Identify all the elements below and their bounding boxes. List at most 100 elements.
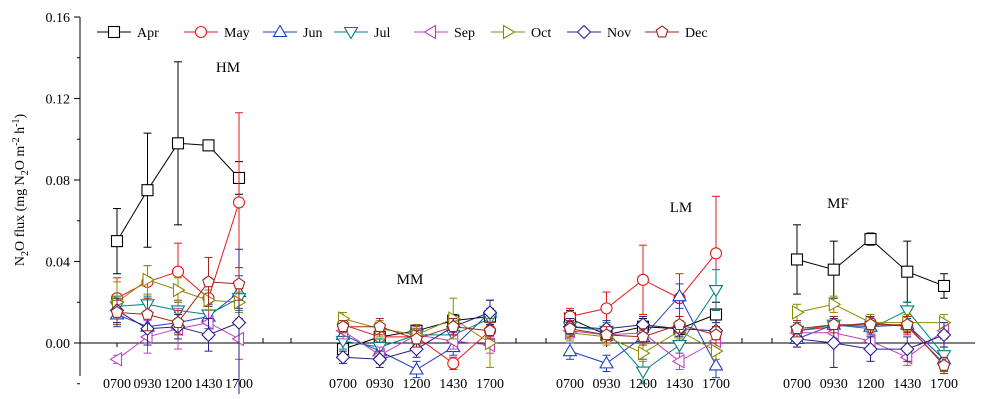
x-tick-label: 0930 xyxy=(593,377,621,392)
legend-label: May xyxy=(224,26,250,41)
data-point xyxy=(790,322,804,335)
data-point xyxy=(171,315,185,329)
x-tick-label: 1430 xyxy=(666,377,694,392)
series-line xyxy=(796,238,945,287)
data-point xyxy=(899,341,915,357)
legend-label: Oct xyxy=(531,26,551,41)
panel-lm: LM xyxy=(562,195,724,385)
legend-item-nov: Nov xyxy=(567,24,631,41)
x-tick-label: 1430 xyxy=(195,377,223,392)
data-point xyxy=(171,137,185,150)
series-dec xyxy=(790,316,951,375)
data-point xyxy=(201,327,216,343)
y-tick-label: 0.00 xyxy=(46,337,71,352)
data-point xyxy=(863,341,878,357)
x-tick-label: 0700 xyxy=(103,377,131,392)
data-point xyxy=(709,328,723,341)
data-point xyxy=(671,353,685,369)
data-point xyxy=(672,339,687,353)
data-point xyxy=(373,320,387,333)
panel-label: MM xyxy=(397,272,424,288)
panel-hm: HM xyxy=(109,60,247,397)
data-point xyxy=(901,265,914,278)
data-point xyxy=(372,352,388,367)
data-point xyxy=(708,284,724,298)
data-point xyxy=(827,318,841,331)
legend-marker xyxy=(655,25,669,38)
data-point xyxy=(141,184,154,197)
data-point xyxy=(142,272,156,288)
x-tick-label: 1700 xyxy=(702,377,730,392)
legend-label: Jun xyxy=(303,26,322,41)
data-point xyxy=(409,341,424,357)
series-layer: HM MM LM MF xyxy=(109,60,952,397)
data-point xyxy=(828,296,842,312)
data-point xyxy=(709,247,723,260)
legend: Apr May Jun Jul Sep Oct Nov Dec xyxy=(97,24,708,41)
x-tick-label: 1200 xyxy=(629,377,657,392)
data-point xyxy=(791,304,805,320)
data-point xyxy=(202,275,215,288)
data-point xyxy=(635,366,651,380)
x-tick-label: 0930 xyxy=(366,377,394,392)
legend-marker xyxy=(343,26,359,40)
data-point xyxy=(600,302,613,315)
legend-item-dec: Dec xyxy=(645,25,708,41)
data-point xyxy=(637,345,651,361)
legend-item-apr: Apr xyxy=(97,25,159,41)
x-tick-label: 1430 xyxy=(893,377,921,392)
data-point xyxy=(335,349,351,365)
data-point xyxy=(636,330,650,343)
data-point xyxy=(484,335,498,351)
data-point xyxy=(937,358,951,371)
series-apr xyxy=(790,224,951,303)
data-point xyxy=(672,288,687,302)
series-nov xyxy=(335,299,498,368)
series-apr xyxy=(110,61,246,275)
data-point xyxy=(562,343,578,357)
x-tick-label: 0930 xyxy=(134,377,162,392)
legend-marker xyxy=(576,24,592,40)
data-point xyxy=(141,307,154,320)
legend-item-jul: Jul xyxy=(334,26,390,41)
x-tick-label: 1700 xyxy=(930,377,958,392)
data-point xyxy=(827,263,840,276)
data-point xyxy=(232,277,246,290)
data-point xyxy=(789,331,805,347)
series-oct xyxy=(111,265,247,324)
legend-item-may: May xyxy=(184,25,250,41)
x-tick-label: 0930 xyxy=(820,377,848,392)
data-point xyxy=(233,294,247,310)
data-point xyxy=(445,333,459,349)
legend-marker xyxy=(107,25,121,39)
data-point xyxy=(673,318,686,331)
data-point xyxy=(937,279,951,293)
data-point xyxy=(936,350,952,363)
x-tick-label: 1200 xyxy=(164,377,192,392)
data-point xyxy=(708,357,724,371)
data-point xyxy=(599,355,614,369)
panel-label: MF xyxy=(827,196,849,212)
data-point xyxy=(231,331,245,347)
x-tick-label: 0700 xyxy=(329,377,357,392)
x-tick-label: 1200 xyxy=(403,377,431,392)
panel-mf: MF xyxy=(789,196,952,375)
data-point xyxy=(563,322,577,335)
legend-label: Jul xyxy=(374,26,390,41)
data-point xyxy=(864,318,877,331)
data-point xyxy=(447,357,460,370)
x-tick-label: 1430 xyxy=(439,377,467,392)
series-dec xyxy=(563,316,723,346)
legend-label: Nov xyxy=(607,26,631,41)
series-may xyxy=(563,195,723,326)
y-tick-label: 0.08 xyxy=(46,174,71,189)
series-dec xyxy=(336,318,497,348)
legend-marker xyxy=(194,25,208,39)
data-point xyxy=(110,235,124,248)
data-point xyxy=(446,320,460,333)
panel-mm: MM xyxy=(335,272,498,379)
series-nov xyxy=(789,318,952,368)
data-point xyxy=(200,315,214,331)
series-dec xyxy=(110,256,246,336)
panel-label: HM xyxy=(216,60,240,76)
